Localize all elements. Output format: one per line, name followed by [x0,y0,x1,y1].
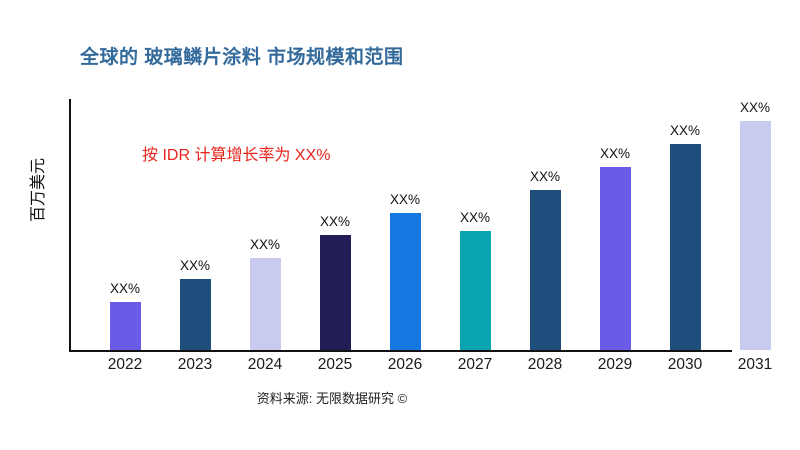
source-note: 资料来源: 无限数据研究 © [256,391,408,406]
bar-value-label-2024: XX% [249,237,280,252]
bar-2031 [739,121,771,350]
bar-2024 [249,258,281,350]
bar-2022 [109,302,141,350]
x-tick-label-2022: 2022 [107,356,143,373]
x-tick-label-2029: 2029 [597,356,633,373]
bar-2023 [179,279,211,350]
bar-value-label-2027: XX% [459,210,490,225]
x-tick-label-2023: 2023 [177,356,213,373]
bar-2030 [669,144,701,350]
x-tick-label-2026: 2026 [387,356,423,373]
x-tick-label-2028: 2028 [527,356,563,373]
y-axis-label: 百万美元 [30,157,47,223]
x-tick-label-2025: 2025 [317,356,353,373]
bar-value-label-2022: XX% [109,281,140,296]
bar-value-label-2029: XX% [599,146,630,161]
x-axis-line [69,350,732,352]
chart-title: 全球的 玻璃鳞片涂料 市场规模和范围 [80,47,404,68]
bar-value-label-2028: XX% [529,169,560,184]
x-tick-label-2027: 2027 [457,356,493,373]
x-tick-label-2031: 2031 [737,356,773,373]
growth-rate-annotation: 按 IDR 计算增长率为 XX% [142,147,331,164]
bar-2026 [389,213,421,350]
x-tick-label-2030: 2030 [667,356,703,373]
bar-2027 [459,231,491,350]
bar-2025 [319,235,351,350]
bar-value-label-2026: XX% [389,192,420,207]
bar-2029 [599,167,631,350]
y-axis-line [69,99,71,351]
bar-value-label-2031: XX% [739,100,770,115]
bar-value-label-2030: XX% [669,123,700,138]
bar-value-label-2025: XX% [319,214,350,229]
bar-value-label-2023: XX% [179,258,210,273]
x-tick-label-2024: 2024 [247,356,283,373]
bar-2028 [529,190,561,350]
